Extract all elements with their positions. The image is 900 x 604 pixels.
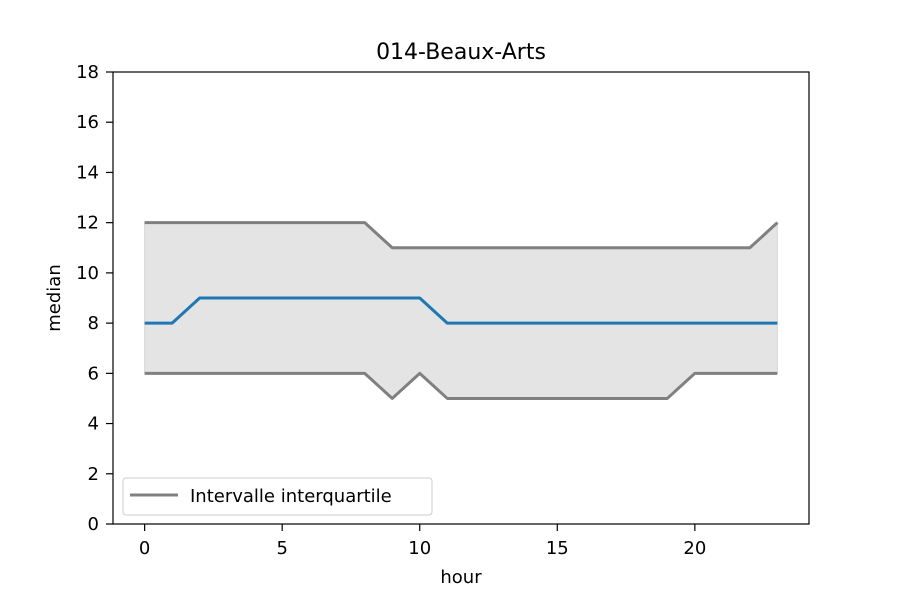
y-tick-label: 14 <box>76 162 99 183</box>
q1-line <box>144 371 778 400</box>
y-tick-label: 4 <box>88 414 99 435</box>
plot-area-frame <box>112 71 810 525</box>
y-tick-label: 8 <box>88 313 99 334</box>
y-tick-label: 6 <box>88 363 99 384</box>
x-tick-label: 10 <box>408 538 431 559</box>
y-tick-label: 0 <box>88 514 99 535</box>
legend: Intervalle interquartile <box>122 477 433 516</box>
x-tick-label: 5 <box>276 538 287 559</box>
y-tick-label: 16 <box>76 112 99 133</box>
y-tick-label: 18 <box>76 62 99 83</box>
y-tick-label: 12 <box>76 213 99 234</box>
chart-title: 014-Beaux-Arts <box>376 40 546 65</box>
x-tick-label: 15 <box>546 538 569 559</box>
y-tick-label: 10 <box>76 263 99 284</box>
q3-line <box>144 221 779 250</box>
legend-frame <box>122 477 433 516</box>
legend-label: Intervalle interquartile <box>190 486 392 507</box>
y-axis-label: median <box>44 264 65 331</box>
median-line <box>144 296 778 325</box>
y-tick-label: 2 <box>88 464 99 485</box>
x-tick-label: 0 <box>139 538 150 559</box>
x-axis-label: hour <box>440 567 482 588</box>
x-tick-label: 20 <box>683 538 706 559</box>
